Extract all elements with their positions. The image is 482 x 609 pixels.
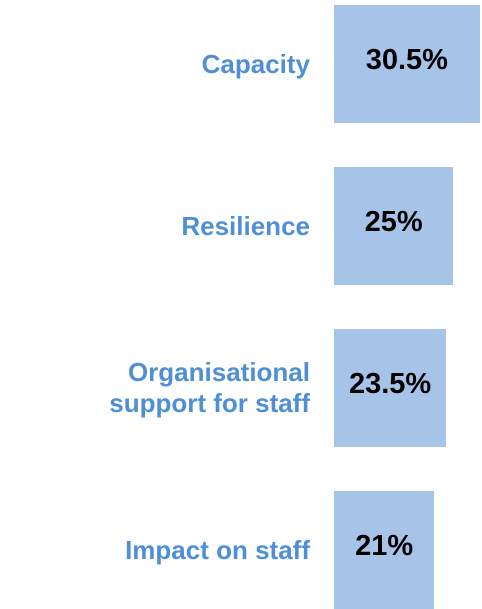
- value-label: 30.5%: [365, 43, 448, 76]
- bar: [334, 491, 435, 609]
- category-label: Organisational support for staff: [109, 357, 310, 418]
- category-label: Capacity: [201, 48, 310, 79]
- value-label: 23.5%: [348, 367, 432, 400]
- bar: [334, 329, 447, 447]
- category-label: Impact on staff: [125, 534, 310, 565]
- value-label: 25%: [364, 205, 423, 238]
- bar: [334, 167, 454, 285]
- category-label: Resilience: [181, 210, 310, 241]
- bar: [334, 5, 480, 123]
- value-label: 21%: [355, 529, 414, 562]
